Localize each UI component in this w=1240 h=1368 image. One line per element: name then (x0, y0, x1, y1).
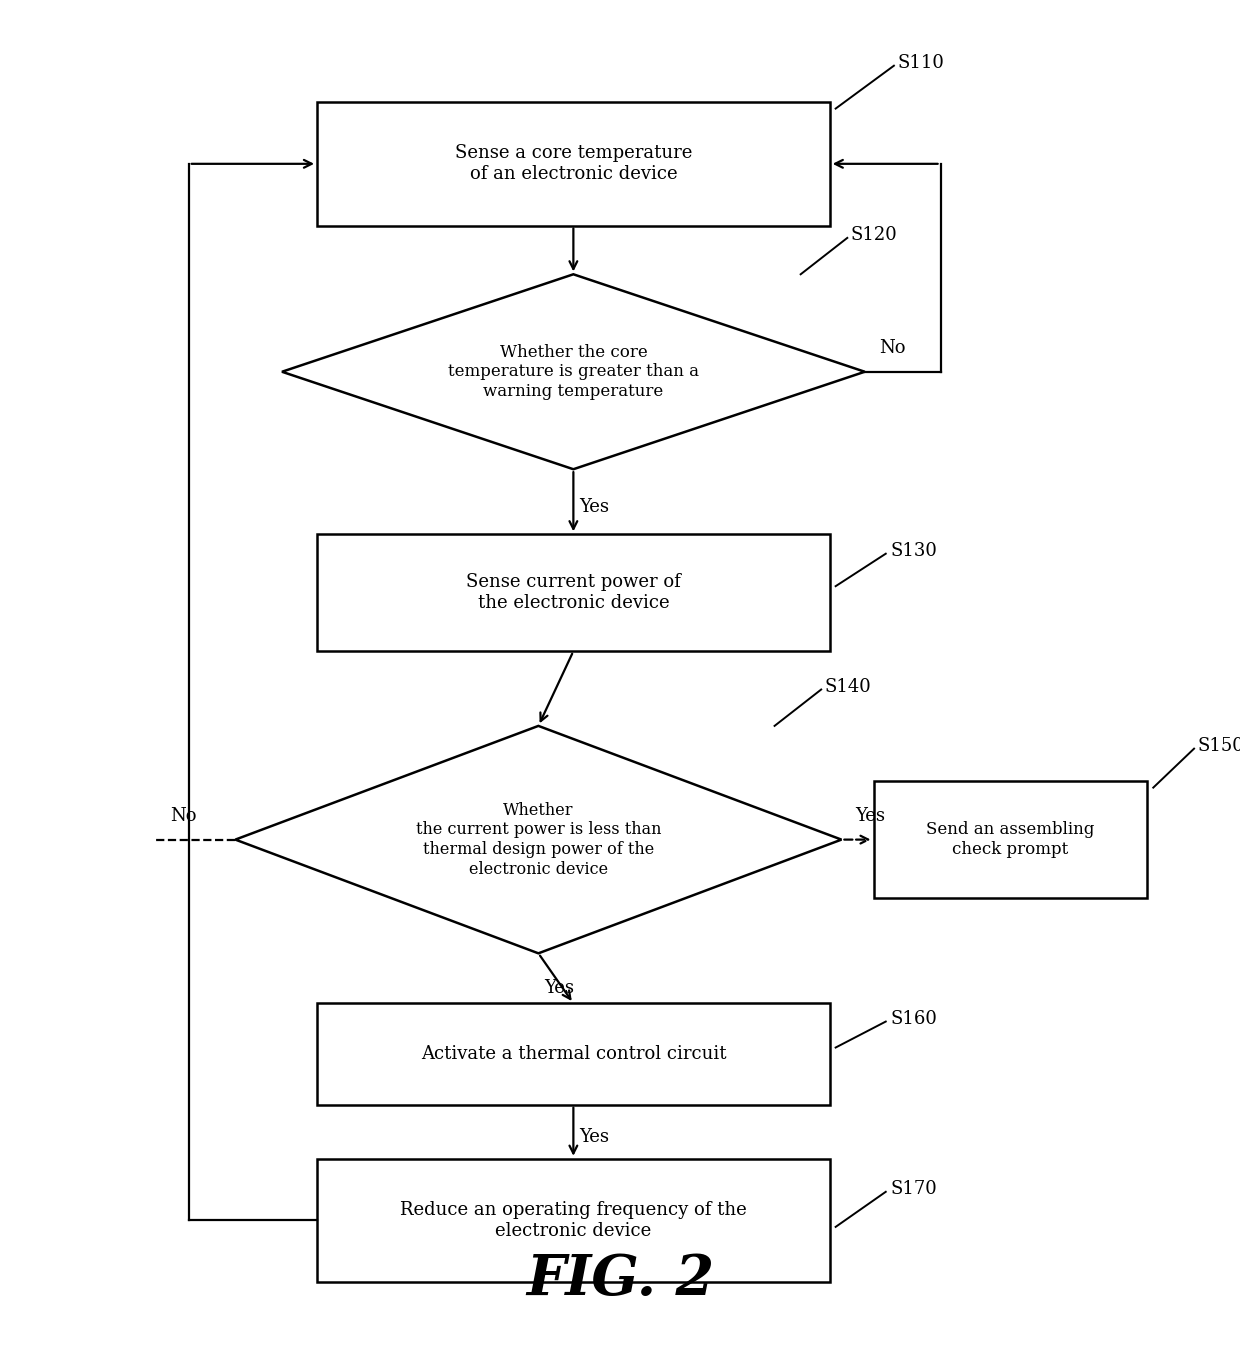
Text: FIG. 2: FIG. 2 (526, 1253, 714, 1308)
Text: Yes: Yes (579, 498, 609, 516)
Text: Yes: Yes (856, 807, 885, 825)
Text: S130: S130 (890, 542, 937, 560)
Text: No: No (879, 339, 905, 357)
Text: Yes: Yes (544, 979, 574, 997)
Polygon shape (281, 275, 864, 469)
Text: S140: S140 (825, 679, 872, 696)
Text: S110: S110 (898, 55, 945, 73)
Text: Reduce an operating frequency of the
electronic device: Reduce an operating frequency of the ele… (401, 1201, 746, 1239)
Text: Whether
the current power is less than
thermal design power of the
electronic de: Whether the current power is less than t… (415, 802, 661, 877)
Text: Activate a thermal control circuit: Activate a thermal control circuit (420, 1045, 727, 1063)
Text: No: No (170, 807, 196, 825)
Text: S160: S160 (890, 1010, 937, 1027)
Bar (317, 535, 830, 651)
Text: Yes: Yes (579, 1129, 609, 1146)
Bar (317, 1159, 830, 1282)
Text: S170: S170 (890, 1181, 937, 1198)
Text: S120: S120 (851, 226, 898, 245)
Text: Sense a core temperature
of an electronic device: Sense a core temperature of an electroni… (455, 145, 692, 183)
Polygon shape (236, 726, 842, 953)
Text: S150: S150 (1198, 737, 1240, 755)
Bar (317, 103, 830, 226)
Bar (317, 1003, 830, 1105)
Bar (873, 781, 1147, 899)
Text: Sense current power of
the electronic device: Sense current power of the electronic de… (466, 573, 681, 611)
Text: Send an assembling
check prompt: Send an assembling check prompt (926, 821, 1095, 858)
Text: Whether the core
temperature is greater than a
warning temperature: Whether the core temperature is greater … (448, 343, 699, 399)
